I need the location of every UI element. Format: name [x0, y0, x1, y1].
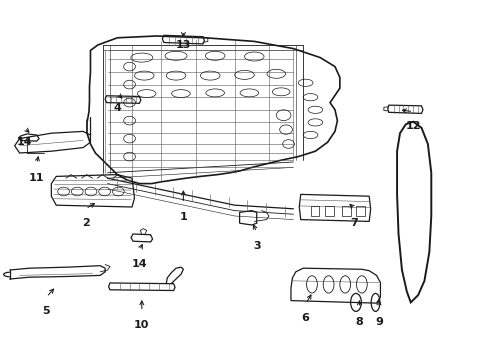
Bar: [310, 206, 319, 216]
Text: 2: 2: [81, 218, 89, 228]
Text: 7: 7: [350, 218, 358, 228]
Text: 1: 1: [179, 212, 187, 222]
Text: 10: 10: [134, 320, 149, 330]
Text: 6: 6: [301, 313, 309, 323]
Text: 8: 8: [355, 317, 363, 327]
Text: 3: 3: [252, 241, 260, 251]
Text: 12: 12: [405, 121, 420, 131]
Text: 14: 14: [131, 259, 147, 269]
Text: 9: 9: [374, 317, 382, 327]
Bar: [355, 206, 364, 216]
Bar: [325, 206, 333, 216]
Text: 13: 13: [175, 40, 191, 50]
Text: 4: 4: [113, 103, 121, 113]
Text: 5: 5: [42, 306, 50, 316]
Text: 11: 11: [29, 173, 44, 183]
Bar: [342, 206, 350, 216]
Text: 14: 14: [17, 137, 32, 147]
